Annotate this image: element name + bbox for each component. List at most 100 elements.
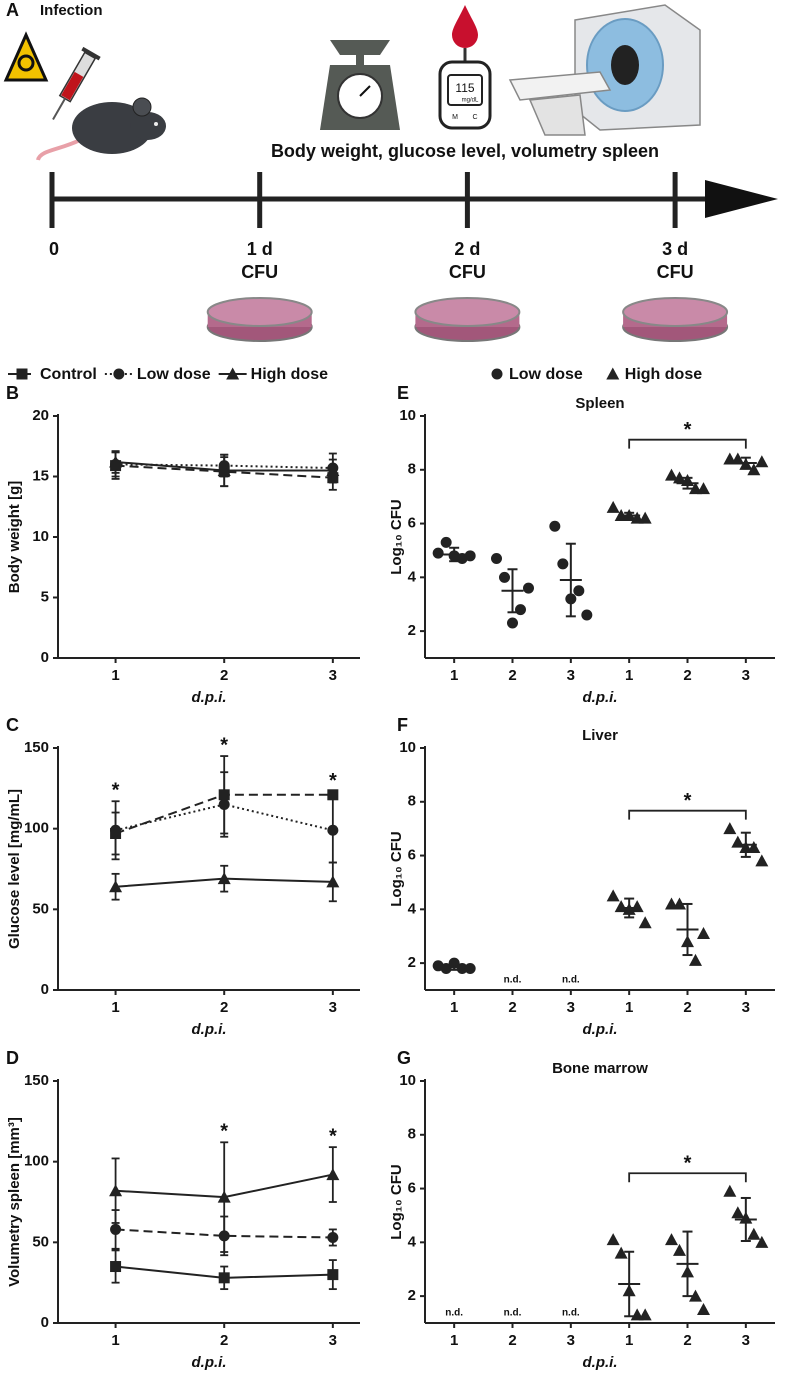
- significance-star: *: [112, 780, 120, 802]
- marker: [464, 550, 476, 562]
- x-tick-label: 3: [329, 999, 337, 1016]
- significance-bracket: [628, 438, 747, 449]
- x-axis-label: d.p.i.: [192, 1354, 227, 1371]
- marker: [747, 1227, 761, 1240]
- marker: [731, 1206, 745, 1219]
- value-label: n.d.: [445, 1308, 463, 1319]
- marker: [755, 1235, 769, 1248]
- y-tick-label: 50: [32, 1233, 49, 1250]
- value-label: n.d.: [562, 1308, 580, 1319]
- y-axis-label: Volumetry spleen [mm³]: [6, 1117, 23, 1287]
- marker: [217, 1190, 231, 1203]
- petri-dish-top: [206, 297, 313, 327]
- marker: [673, 897, 686, 910]
- y-axis-label: Glucose level [mg/mL]: [6, 789, 23, 949]
- sd-bar: [449, 546, 460, 563]
- chart-title: Liver: [582, 727, 618, 744]
- marker: [326, 875, 340, 888]
- legend-label: High dose: [251, 366, 328, 383]
- marker: [697, 927, 710, 940]
- biohazard-symbol: [17, 54, 35, 72]
- y-tick-label: 2: [408, 1287, 416, 1304]
- x-tick-label: 2: [683, 667, 691, 684]
- marker: [638, 916, 652, 929]
- meter-button: C: [472, 114, 477, 121]
- marker: [697, 1303, 710, 1316]
- sd-bar: [624, 897, 635, 919]
- scale-icon: [320, 40, 400, 130]
- y-tick-label: 8: [408, 1126, 416, 1143]
- significance-bracket: [628, 1172, 747, 1183]
- x-axis-label: d.p.i.: [192, 1021, 227, 1038]
- marker: [614, 1246, 628, 1259]
- sd-bar: [682, 476, 693, 490]
- marker: [217, 463, 231, 476]
- marker: [630, 900, 644, 913]
- marker: [432, 547, 444, 559]
- marker: [440, 536, 452, 548]
- y-tick-label: 50: [32, 900, 49, 917]
- marker: [448, 957, 460, 969]
- x-axis-label: d.p.i.: [583, 1354, 618, 1371]
- x-tick-label: 2: [683, 999, 691, 1016]
- y-tick-label: 10: [399, 407, 416, 424]
- panel-label: D: [6, 1048, 19, 1068]
- timeline-day: 2 d: [454, 239, 480, 259]
- legend-label: High dose: [625, 366, 702, 383]
- marker: [731, 452, 745, 465]
- x-tick-label: 1: [450, 1332, 458, 1349]
- marker: [689, 1289, 702, 1302]
- marker: [697, 482, 710, 495]
- marker: [491, 553, 502, 565]
- x-tick-label: 2: [220, 999, 228, 1016]
- marker: [326, 463, 340, 476]
- marker: [673, 1243, 686, 1256]
- x-tick-label: 3: [567, 999, 575, 1016]
- marker: [507, 617, 518, 629]
- x-axis-label: d.p.i.: [583, 689, 618, 706]
- x-tick-label: 3: [329, 667, 337, 684]
- panel-label: A: [6, 0, 19, 20]
- marker: [327, 789, 339, 801]
- y-tick-label: 15: [32, 467, 49, 484]
- marker: [581, 609, 593, 621]
- marker: [614, 900, 628, 913]
- y-axis-label: Log₁₀ CFU: [388, 1164, 405, 1239]
- panel-a: A Infection: [3, 0, 778, 218]
- marker: [723, 1184, 737, 1197]
- marker: [673, 471, 686, 484]
- marker: [218, 798, 230, 810]
- x-tick-label: 3: [567, 667, 575, 684]
- y-tick-label: 10: [32, 528, 49, 545]
- timeline-assay: CFU: [241, 262, 278, 282]
- y-tick-label: 0: [41, 1314, 49, 1331]
- legend-marker: [16, 368, 28, 380]
- timeline-caption: Body weight, glucose level, volumetry sp…: [271, 141, 659, 161]
- sd-bar: [449, 963, 460, 971]
- marker: [109, 455, 123, 468]
- panel-label: C: [6, 715, 19, 735]
- x-axis-label: d.p.i.: [583, 1021, 618, 1038]
- marker: [499, 571, 510, 583]
- marker: [606, 500, 620, 513]
- y-tick-label: 0: [41, 649, 49, 666]
- sd-bar: [624, 1250, 635, 1318]
- y-axis-label: Body weight [g]: [6, 481, 23, 594]
- significance-star: *: [220, 734, 228, 756]
- marker: [327, 824, 339, 836]
- marker: [327, 1269, 339, 1281]
- panel-label: B: [6, 383, 19, 403]
- sd-bar: [740, 831, 751, 858]
- sd-bar: [682, 902, 693, 957]
- x-tick-label: 3: [742, 1332, 750, 1349]
- legend-marker: [113, 368, 125, 380]
- marker: [638, 511, 652, 524]
- meter-button: M: [452, 114, 458, 121]
- panel-label: G: [397, 1048, 411, 1068]
- marker: [440, 962, 452, 974]
- significance-star: *: [684, 419, 692, 441]
- value-label: n.d.: [562, 975, 580, 986]
- sd-bar: [740, 456, 751, 470]
- y-tick-label: 100: [24, 820, 49, 837]
